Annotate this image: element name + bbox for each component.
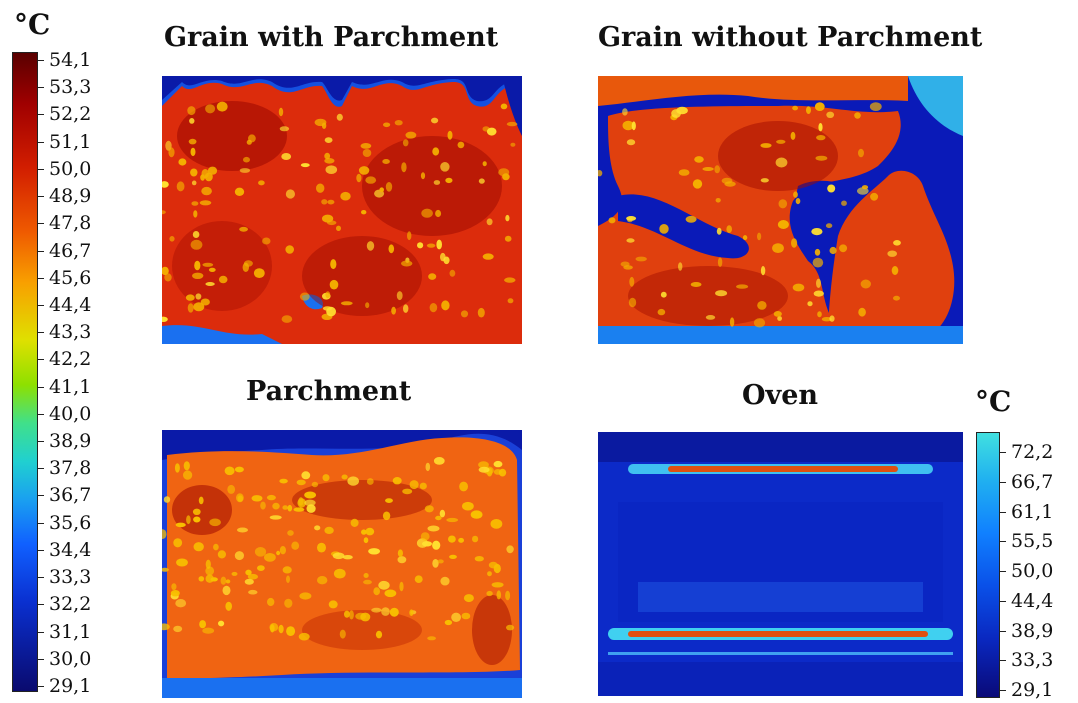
right-scale-tick xyxy=(999,690,1006,691)
right-scale-tick-label: 50,0 xyxy=(1011,560,1054,582)
left-scale-tick-label: 36,7 xyxy=(49,484,92,507)
thermal-image-parchment xyxy=(162,430,522,698)
left-scale-tick xyxy=(37,277,44,279)
left-scale-tick xyxy=(37,468,44,470)
left-scale-tick xyxy=(37,304,44,306)
title-oven: Oven xyxy=(742,380,819,411)
left-scale-tick-label: 41,1 xyxy=(49,375,92,398)
left-scale-tick xyxy=(37,196,44,198)
left-scale-tick-label: 53,3 xyxy=(49,76,92,99)
left-scale-tick xyxy=(37,577,44,579)
right-scale-tick-label: 61,1 xyxy=(1011,500,1054,523)
left-scale-tick-label: 44,4 xyxy=(49,293,92,316)
thermal-image-oven xyxy=(598,432,963,696)
right-scale-unit: °C xyxy=(975,385,1012,418)
right-scale-tick-label: 72,2 xyxy=(1011,441,1054,463)
left-scale-tick xyxy=(37,359,44,361)
left-scale-tick-label: 40,0 xyxy=(49,402,92,425)
left-scale-tick-label: 38,9 xyxy=(49,430,92,453)
left-scale-tick xyxy=(37,658,44,660)
left-scale-tick-label: 46,7 xyxy=(49,239,92,262)
left-scale-tick xyxy=(37,386,44,388)
left-scale-tick-label: 30,0 xyxy=(49,647,92,670)
left-scale-unit: °C xyxy=(14,8,51,41)
left-scale-tick xyxy=(37,60,44,61)
right-scale-tick-label: 29,1 xyxy=(1011,679,1054,701)
left-scale-tick xyxy=(37,250,44,252)
left-scale-tick xyxy=(37,413,44,415)
right-scale-tick xyxy=(999,481,1006,483)
left-scale-tick-label: 52,2 xyxy=(49,103,92,126)
left-scale-tick xyxy=(37,114,44,116)
left-scale-tick-label: 42,2 xyxy=(49,348,92,371)
thermal-image-grain-with-parchment xyxy=(162,76,522,344)
left-scale-tick-label: 47,8 xyxy=(49,212,92,235)
left-scale-tick-label: 48,9 xyxy=(49,185,92,208)
right-scale-tick xyxy=(999,511,1006,513)
left-scale-tick xyxy=(37,495,44,497)
left-scale-tick xyxy=(37,441,44,443)
right-scale-tick xyxy=(999,630,1006,632)
left-color-scale-bar xyxy=(12,52,38,692)
right-scale-tick-label: 33,3 xyxy=(1011,649,1054,672)
right-scale-tick xyxy=(999,571,1006,572)
right-scale-tick-label: 66,7 xyxy=(1011,470,1054,493)
right-scale-tick xyxy=(999,660,1006,662)
left-scale-tick xyxy=(37,223,44,225)
left-scale-tick-label: 29,1 xyxy=(49,675,92,697)
left-scale-tick-label: 37,8 xyxy=(49,457,92,480)
left-scale-tick-label: 51,1 xyxy=(49,130,92,153)
left-scale-tick-label: 32,2 xyxy=(49,593,92,616)
left-scale-tick-label: 31,1 xyxy=(49,620,92,643)
left-scale-tick-label: 35,6 xyxy=(49,511,92,534)
right-scale-tick xyxy=(999,600,1006,602)
left-scale-tick xyxy=(37,141,44,143)
left-scale-tick xyxy=(37,87,44,89)
left-scale-tick-label: 45,6 xyxy=(49,266,92,289)
left-scale-tick-label: 43,3 xyxy=(49,321,92,344)
left-scale-tick xyxy=(37,686,44,687)
left-scale-tick xyxy=(37,631,44,633)
title-grain-with-parchment: Grain with Parchment xyxy=(164,22,499,53)
right-scale-tick-label: 38,9 xyxy=(1011,619,1054,642)
left-scale-tick-label: 34,4 xyxy=(49,538,92,561)
thermal-image-grain-without-parchment xyxy=(598,76,963,344)
left-scale-tick-label: 33,3 xyxy=(49,566,92,589)
left-scale-tick-label: 54,1 xyxy=(49,49,92,71)
title-grain-without-parchment: Grain without Parchment xyxy=(598,22,983,53)
left-scale-tick xyxy=(37,522,44,524)
left-scale-tick xyxy=(37,168,44,170)
right-scale-tick xyxy=(999,452,1006,453)
left-scale-tick xyxy=(37,604,44,606)
title-parchment: Parchment xyxy=(246,376,412,407)
left-scale-tick xyxy=(37,332,44,334)
right-scale-tick xyxy=(999,541,1006,543)
right-scale-tick-label: 55,5 xyxy=(1011,530,1054,553)
right-scale-tick-label: 44,4 xyxy=(1011,589,1054,612)
left-scale-tick xyxy=(37,549,44,551)
right-color-scale-bar xyxy=(976,432,1000,698)
left-scale-tick-label: 50,0 xyxy=(49,157,92,180)
